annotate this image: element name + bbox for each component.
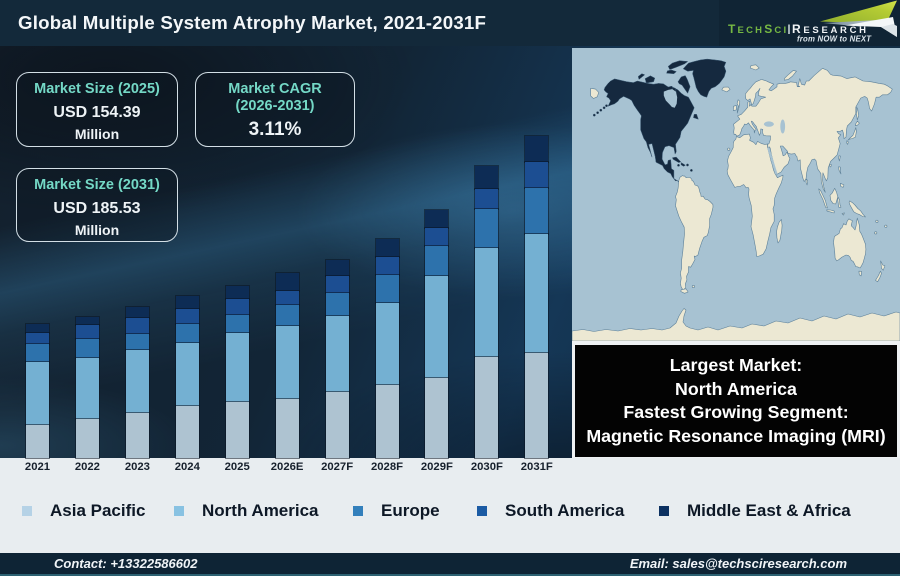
svg-text:TECHSCI: TECHSCI [728, 22, 788, 36]
svg-text:from NOW to NEXT: from NOW to NEXT [797, 35, 872, 44]
svg-text:RESEARCH: RESEARCH [792, 22, 869, 36]
